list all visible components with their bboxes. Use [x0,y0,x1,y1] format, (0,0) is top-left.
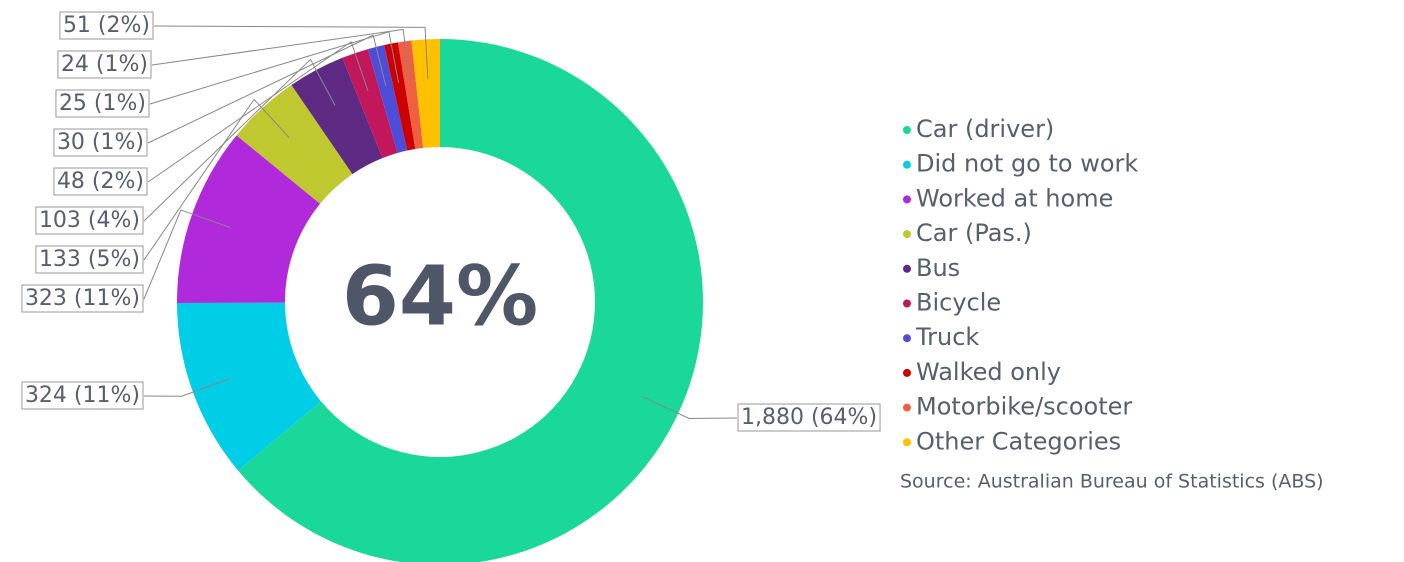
center-label: 64% [342,249,538,344]
leader-line [143,377,231,397]
data-label: 323 (11%) [25,286,140,311]
slice [176,135,321,303]
slice [291,57,383,175]
legend-label: Truck [915,323,979,351]
slices [176,39,703,562]
legend-marker [903,299,911,308]
legend-label: Did not go to work [916,150,1138,178]
data-label: 324 (11%) [25,383,140,408]
data-label-box [21,284,144,313]
leader-line [641,396,738,419]
leader-line [147,40,369,183]
data-label: 48 (2%) [57,169,144,194]
legend-marker [903,264,911,273]
slice [411,39,440,148]
leader-line [153,25,429,80]
legend-marker [903,160,911,169]
leader-line [143,98,290,261]
data-label-box [53,167,148,196]
leader-line [147,34,387,144]
legend-label: Car (Pas.) [916,219,1032,247]
legend-marker [903,195,911,204]
legend-label: Bus [916,254,960,282]
legend-label: Car (driver) [916,115,1054,143]
data-label: 133 (5%) [39,247,140,272]
legend-label: Other Categories [916,427,1121,455]
slice [367,44,408,153]
legend-marker [903,230,911,239]
data-label-box [57,50,152,79]
leader-line [143,209,231,300]
slice [238,39,703,562]
legend-label: Bicycle [916,289,1001,317]
data-label: 30 (1%) [57,130,144,155]
data-label: 1,880 (64%) [741,405,877,430]
legend-marker [903,126,911,134]
data-label: 51 (2%) [63,13,150,38]
source: Source: Australian Bureau of Statistics … [900,471,1324,493]
leader-line [151,28,411,82]
legend-label: Walked only [916,358,1061,386]
legend-marker [903,368,911,377]
data-label: 25 (1%) [59,91,146,116]
legend-label: Motorbike/scooter [916,393,1132,421]
slice [384,42,416,151]
data-label-box [21,381,144,410]
legend-marker [903,438,911,447]
data-label-box [55,89,150,118]
slice [177,302,322,471]
slice [342,49,398,159]
data-label: 103 (4%) [39,208,140,233]
data-label-box [53,128,148,157]
leader-line [143,58,336,222]
data-label-box [35,206,144,235]
data-label: 24 (1%) [61,52,148,77]
data-label-box [35,245,144,274]
legend-label: Worked at home [916,184,1113,212]
data-label-box [59,11,154,40]
slice [236,84,353,204]
legend-marker [903,403,911,412]
legend-marker [903,334,911,343]
data-label-box [737,403,881,432]
slice [398,40,424,149]
